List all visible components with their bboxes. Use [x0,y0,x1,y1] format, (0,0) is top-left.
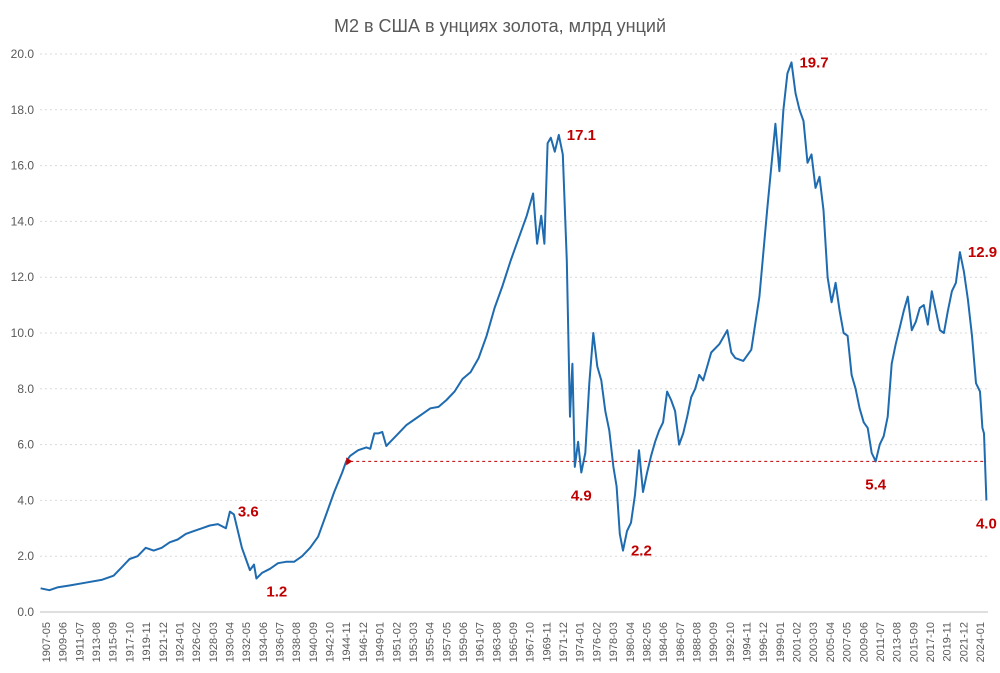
x-tick-label: 2024-01 [975,622,987,662]
x-tick-label: 1984-06 [658,622,670,662]
y-tick-label: 10.0 [11,326,35,340]
value-annotation: 4.9 [571,488,592,505]
y-tick-label: 20.0 [11,47,35,61]
x-tick-label: 1917-10 [124,622,136,662]
y-tick-label: 0.0 [17,605,34,619]
x-tick-label: 1953-03 [408,622,420,662]
x-tick-label: 1934-06 [258,622,270,662]
y-tick-label: 12.0 [11,270,35,284]
value-annotation: 2.2 [631,543,652,560]
value-annotation: 1.2 [266,584,287,601]
x-tick-label: 1932-05 [241,622,253,662]
x-tick-label: 1915-09 [108,622,120,662]
x-tick-label: 1919-11 [141,622,153,662]
x-tick-label: 1938-08 [291,622,303,662]
x-tick-label: 1990-09 [708,622,720,662]
value-annotation: 17.1 [567,127,596,144]
value-annotation: 3.6 [238,504,259,521]
x-tick-label: 2007-05 [842,622,854,662]
value-annotation: 12.9 [968,244,997,261]
x-tick-label: 1988-08 [691,622,703,662]
x-tick-label: 1942-10 [325,622,337,662]
y-axis-ticks: 0.0 2.0 4.0 6.0 8.0 10.0 12.0 14.0 16.0 18.0 20.0 [11,47,35,619]
x-tick-label: 1913-08 [91,622,103,662]
reference-marker [346,457,353,466]
x-tick-label: 2021-12 [958,622,970,662]
x-tick-label: 1982-05 [641,622,653,662]
x-tick-label: 1921-12 [158,622,170,662]
value-annotation: 19.7 [799,54,828,71]
x-tick-label: 2009-06 [858,622,870,662]
value-annotation: 4.0 [976,515,997,532]
y-tick-label: 6.0 [17,438,34,452]
x-tick-label: 1957-05 [441,622,453,662]
x-tick-label: 2011-07 [875,622,887,662]
x-tick-label: 2019-11 [942,622,954,662]
x-tick-label: 2001-02 [792,622,804,662]
gridlines [40,53,988,557]
y-tick-label: 8.0 [17,382,34,396]
x-tick-label: 1967-10 [525,622,537,662]
x-tick-label: 1930-04 [224,622,236,662]
x-tick-label: 1959-06 [458,622,470,662]
x-tick-label: 1978-03 [608,622,620,662]
x-tick-label: 2013-08 [892,622,904,662]
x-tick-label: 1940-09 [308,622,320,662]
y-tick-label: 16.0 [11,159,35,173]
x-tick-label: 1961-07 [475,622,487,662]
x-tick-label: 1986-07 [675,622,687,662]
series-line-m2-gold [40,61,988,592]
x-tick-label: 1924-01 [174,622,186,662]
value-annotation: 5.4 [865,476,887,493]
x-tick-label: 2005-04 [825,622,837,662]
x-tick-label: 1909-06 [58,622,70,662]
x-tick-label: 1955-04 [425,622,437,662]
x-tick-label: 2017-10 [925,622,937,662]
x-axis-ticks: 1907-05 1909-06 1911-07 1913-08 1915-09 1917-… [41,622,987,662]
x-tick-label: 1911-07 [74,622,86,662]
x-tick-label: 1996-12 [758,622,770,662]
x-tick-label: 1949-01 [375,622,387,662]
y-tick-label: 18.0 [11,103,35,117]
x-tick-label: 1976-02 [591,622,603,662]
x-tick-label: 1971-12 [558,622,570,662]
x-tick-label: 1974-01 [575,622,587,662]
x-tick-label: 1907-05 [41,622,53,662]
x-tick-label: 1963-08 [491,622,503,662]
data-annotations: 3.6 1.2 17.1 4.9 2.2 19.7 5.4 12.9 4.0 [238,54,997,600]
x-tick-label: 1999-01 [775,622,787,662]
x-tick-label: 2003-03 [808,622,820,662]
y-tick-label: 4.0 [17,493,34,507]
x-tick-label: 1926-02 [191,622,203,662]
x-tick-label: 2015-09 [908,622,920,662]
x-tick-label: 1965-09 [508,622,520,662]
x-tick-label: 1944-11 [341,622,353,662]
x-tick-label: 1980-04 [625,622,637,662]
chart-title: M2 в США в унциях золота, млрд унций [334,16,666,36]
x-tick-label: 1951-02 [391,622,403,662]
x-tick-label: 1936-07 [275,622,287,662]
y-tick-label: 2.0 [17,549,34,563]
x-tick-label: 1928-03 [208,622,220,662]
y-tick-label: 14.0 [11,214,35,228]
x-tick-label: 1992-10 [725,622,737,662]
x-tick-label: 1969-11 [541,622,553,662]
x-tick-label: 1946-12 [358,622,370,662]
x-tick-label: 1994-11 [742,622,754,662]
